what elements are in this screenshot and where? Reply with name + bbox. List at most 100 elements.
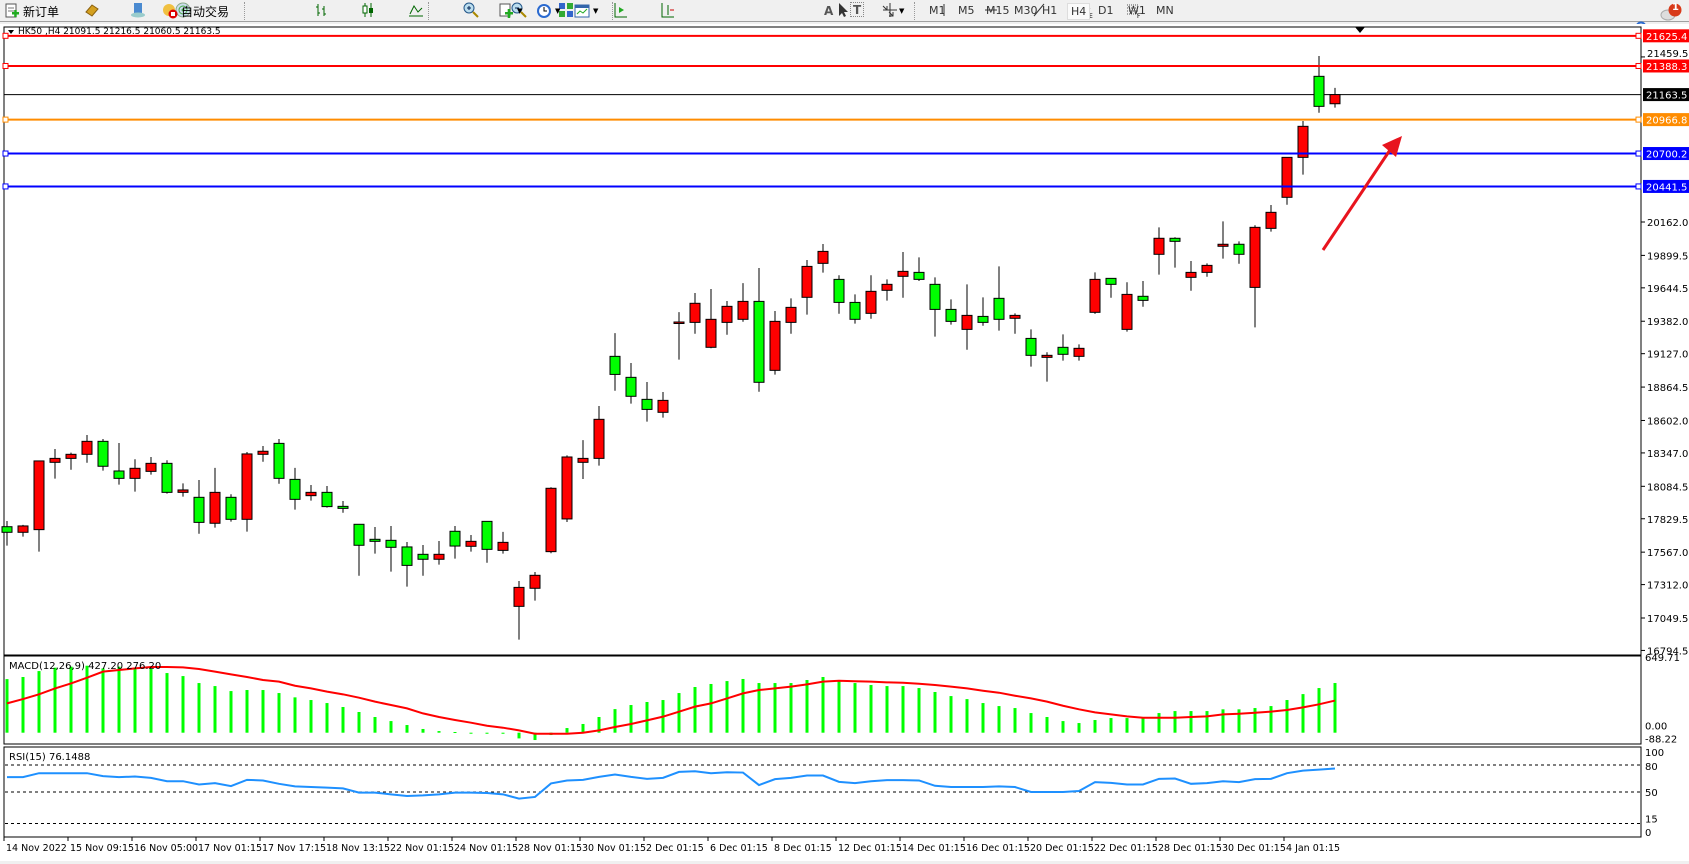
candle-body [1, 526, 13, 533]
macd-bar [1013, 708, 1017, 733]
macd-bar [853, 683, 857, 733]
shapes-dropdown[interactable]: ▼ [880, 2, 904, 20]
level-price-badge [1643, 29, 1689, 43]
templates-dropdown[interactable]: ▼ [574, 2, 598, 20]
timeframe-m1[interactable]: M1 [929, 4, 946, 17]
macd-bar [197, 683, 201, 733]
candle-body [1073, 347, 1085, 357]
chart-shift-icon[interactable] [659, 2, 675, 18]
candle [97, 439, 109, 471]
candle-body [433, 553, 445, 560]
timeframe-mn[interactable]: MN [1156, 4, 1174, 17]
candle-body [33, 460, 45, 531]
timeframe-m30[interactable]: M30 [1014, 4, 1038, 17]
gold-bars-icon[interactable] [84, 2, 100, 18]
signal-icon[interactable] [175, 2, 191, 18]
time-axis-label: 22 Nov 01:15 [390, 843, 454, 854]
text-label-tool-button[interactable]: T [850, 2, 865, 17]
zoom-out-icon[interactable] [511, 2, 527, 18]
macd-bar [565, 728, 569, 733]
candle-body [513, 586, 525, 607]
timeframe-h1[interactable]: H1 [1042, 4, 1058, 17]
main-pane-frame [3, 26, 1642, 656]
chevron-down-icon: ▼ [899, 7, 905, 15]
level-price-badge [1643, 147, 1689, 161]
macd-bar [325, 703, 329, 733]
candle [977, 297, 989, 326]
trendline-icon[interactable] [1031, 2, 1047, 18]
candle [481, 520, 493, 563]
timeframe-h4[interactable]: H4 [1067, 3, 1091, 20]
macd-bar [1141, 718, 1145, 733]
cursor-icon[interactable] [835, 2, 851, 18]
candle-body [673, 321, 685, 324]
macd-bar [1253, 708, 1257, 733]
candle [945, 299, 957, 325]
time-axis-label: 17 Nov 17:15 [262, 843, 326, 854]
candle-body [449, 530, 461, 547]
macd-bar [1109, 718, 1113, 733]
timeframe-d1[interactable]: D1 [1098, 4, 1114, 17]
time-axis-label: 6 Dec 01:15 [710, 843, 768, 854]
auto-trading-button[interactable]: 自动交易 [162, 2, 229, 20]
candle-body [1041, 354, 1053, 358]
periods-dropdown[interactable]: ▼ [536, 2, 560, 20]
server-icon[interactable] [130, 2, 146, 18]
macd-bar [1285, 700, 1289, 733]
timeframe-w1[interactable]: W1 [1128, 4, 1146, 17]
candle-body [817, 250, 829, 264]
macd-bar [1221, 709, 1225, 733]
candle [241, 452, 253, 532]
level-price-badge [1643, 59, 1689, 73]
chart-canvas[interactable]: 21459.5 20162.0 19899.5 19644.5 19382.0 19127… [0, 24, 1689, 861]
candle-body [177, 489, 189, 493]
horizontal-line-icon[interactable] [983, 2, 999, 18]
candle-body [81, 440, 93, 455]
line-chart-icon[interactable] [408, 2, 424, 18]
price-axis-label: 21459.5 [1647, 49, 1688, 60]
price-axis-label: 16794.5 [1647, 646, 1688, 657]
candle-body [1009, 314, 1021, 319]
candle-body [657, 399, 669, 413]
add-indicator-icon [498, 3, 514, 19]
vertical-line-icon[interactable] [936, 2, 952, 18]
macd-bar [917, 688, 921, 733]
macd-bar [869, 685, 873, 733]
candle-body [1121, 293, 1133, 330]
macd-bar [1173, 711, 1177, 733]
text-tool-button[interactable]: A [824, 4, 834, 18]
candle-body [49, 457, 61, 463]
new-order-button[interactable]: 新订单 [4, 2, 59, 20]
auto-scroll-icon[interactable] [612, 2, 628, 18]
candle [433, 540, 445, 565]
line-handle [2, 32, 9, 39]
candle-body [1281, 156, 1293, 198]
zoom-in-icon[interactable] [463, 2, 479, 18]
macd-bar [1205, 711, 1209, 733]
time-axis-label: 24 Nov 01:15 [454, 843, 518, 854]
line-handle [1635, 32, 1642, 39]
chart-window[interactable]: 21459.5 20162.0 19899.5 19644.5 19382.0 19127… [0, 24, 1689, 861]
macd-bar [53, 667, 57, 733]
candle-body [993, 297, 1005, 320]
macd-bar [261, 690, 265, 733]
price-axis-label: 18864.5 [1647, 383, 1688, 394]
notification-count-badge: 1 [1672, 2, 1679, 13]
timeframe-m5[interactable]: M5 [958, 4, 975, 17]
collapse-triangle-icon [8, 30, 14, 34]
candle-body [625, 376, 637, 397]
chevron-down-icon: ▼ [517, 7, 523, 15]
macd-bar [437, 731, 441, 733]
price-axis-label: 19127.0 [1647, 350, 1688, 361]
tile-windows-icon[interactable] [558, 2, 574, 18]
notifications-button[interactable]: 1 [1660, 2, 1682, 21]
timeframe-m15[interactable]: M15 [986, 4, 1010, 17]
price-axis-label: 19644.5 [1647, 284, 1688, 295]
chevron-down-icon: ▼ [555, 7, 561, 15]
fibonacci-icon[interactable]: F [1126, 2, 1142, 20]
candle-body [1089, 278, 1101, 313]
candlestick-chart-icon[interactable] [360, 2, 376, 18]
bar-chart-icon[interactable] [313, 2, 329, 18]
rsi-axis-label: 50 [1645, 788, 1658, 799]
indicators-dropdown[interactable]: ▼ [498, 2, 522, 20]
